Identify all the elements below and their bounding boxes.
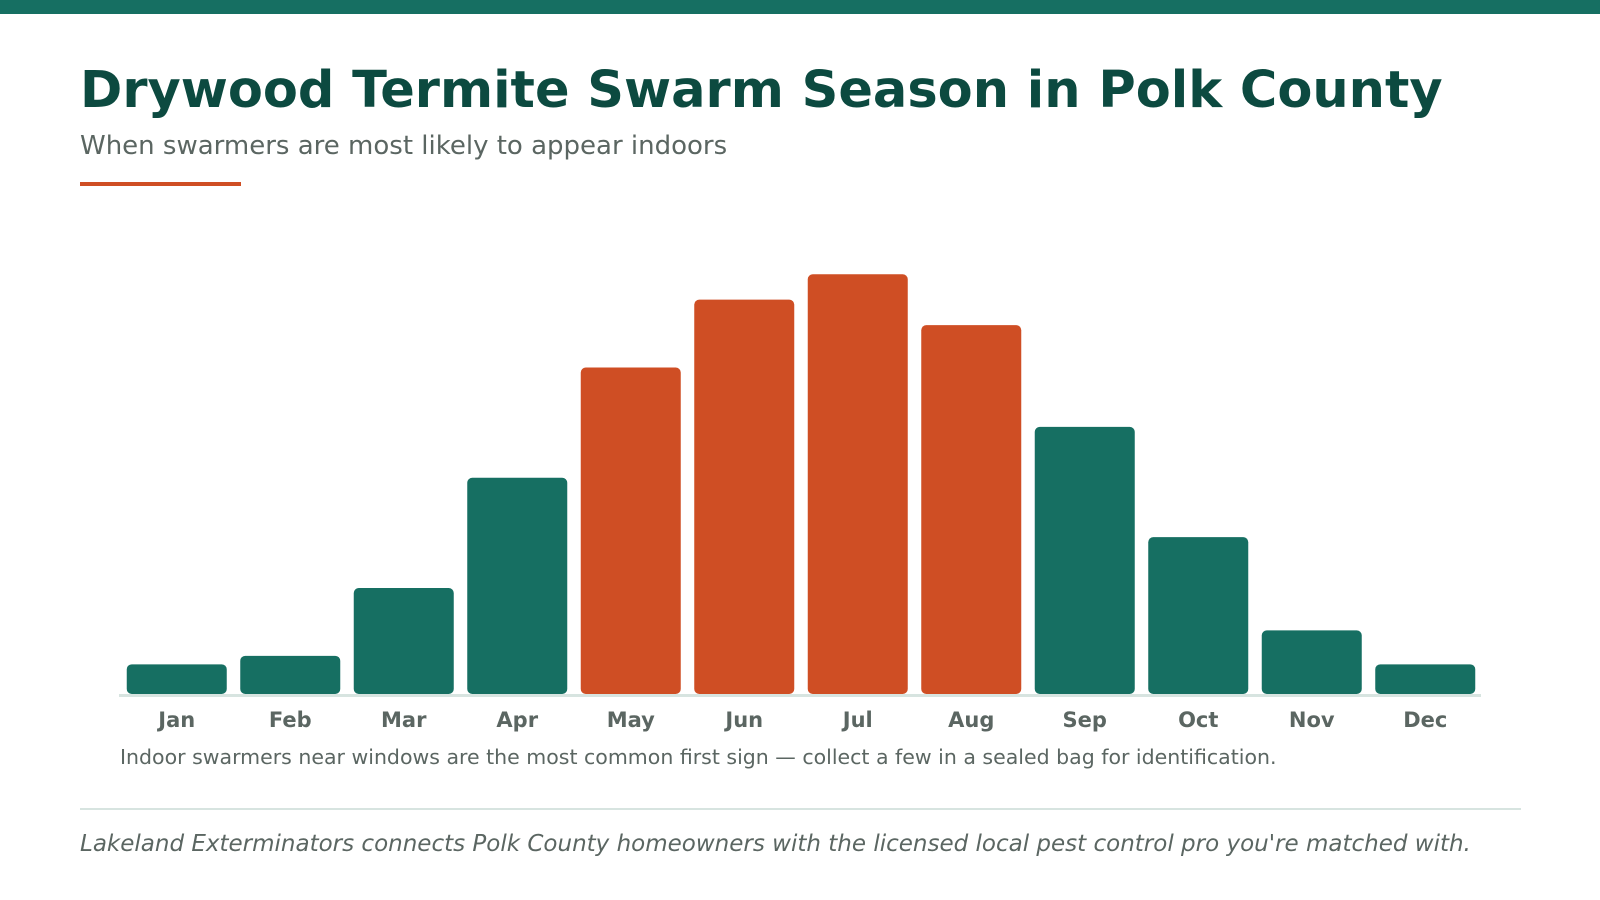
page-subtitle: When swarmers are most likely to appear …: [80, 131, 728, 161]
bar-feb: [240, 655, 341, 694]
page-title: Drywood Termite Swarm Season in Polk Cou…: [80, 61, 1443, 120]
x-tick-label-may: May: [607, 708, 655, 732]
bar-jun: [694, 299, 795, 694]
x-tick-label-jan: Jan: [156, 708, 195, 732]
bar-dec: [1375, 664, 1476, 694]
bar-sep: [1034, 426, 1135, 694]
chart-note: Indoor swarmers near windows are the mos…: [120, 745, 1277, 769]
bar-mar: [353, 588, 454, 694]
bar-nov: [1261, 630, 1362, 694]
bar-aug: [921, 325, 1022, 694]
title-accent-rule: [80, 182, 241, 186]
bar-jul: [807, 274, 908, 694]
footer-divider: [80, 808, 1521, 810]
x-tick-label-aug: Aug: [948, 708, 994, 732]
bar-apr: [467, 477, 568, 694]
bar-oct: [1148, 537, 1249, 694]
x-tick-label-mar: Mar: [381, 708, 427, 732]
top-accent-bar: [0, 0, 1600, 14]
bar-group: [126, 274, 1476, 694]
x-tick-label-sep: Sep: [1063, 708, 1107, 732]
x-tick-label-jun: Jun: [723, 708, 763, 732]
x-axis-labels: Jan Feb Mar Apr May Jun Jul Aug Sep Oct Nov Dec: [156, 708, 1447, 732]
bar-jan: [126, 664, 227, 694]
footer-text: Lakeland Exterminators connects Polk Cou…: [80, 831, 1471, 857]
x-tick-label-nov: Nov: [1289, 708, 1335, 732]
bar-may: [580, 367, 681, 694]
x-tick-label-feb: Feb: [269, 708, 312, 732]
x-tick-label-jul: Jul: [841, 708, 873, 732]
x-tick-label-apr: Apr: [496, 708, 538, 732]
x-tick-label-dec: Dec: [1403, 708, 1447, 732]
x-tick-label-oct: Oct: [1178, 708, 1218, 732]
